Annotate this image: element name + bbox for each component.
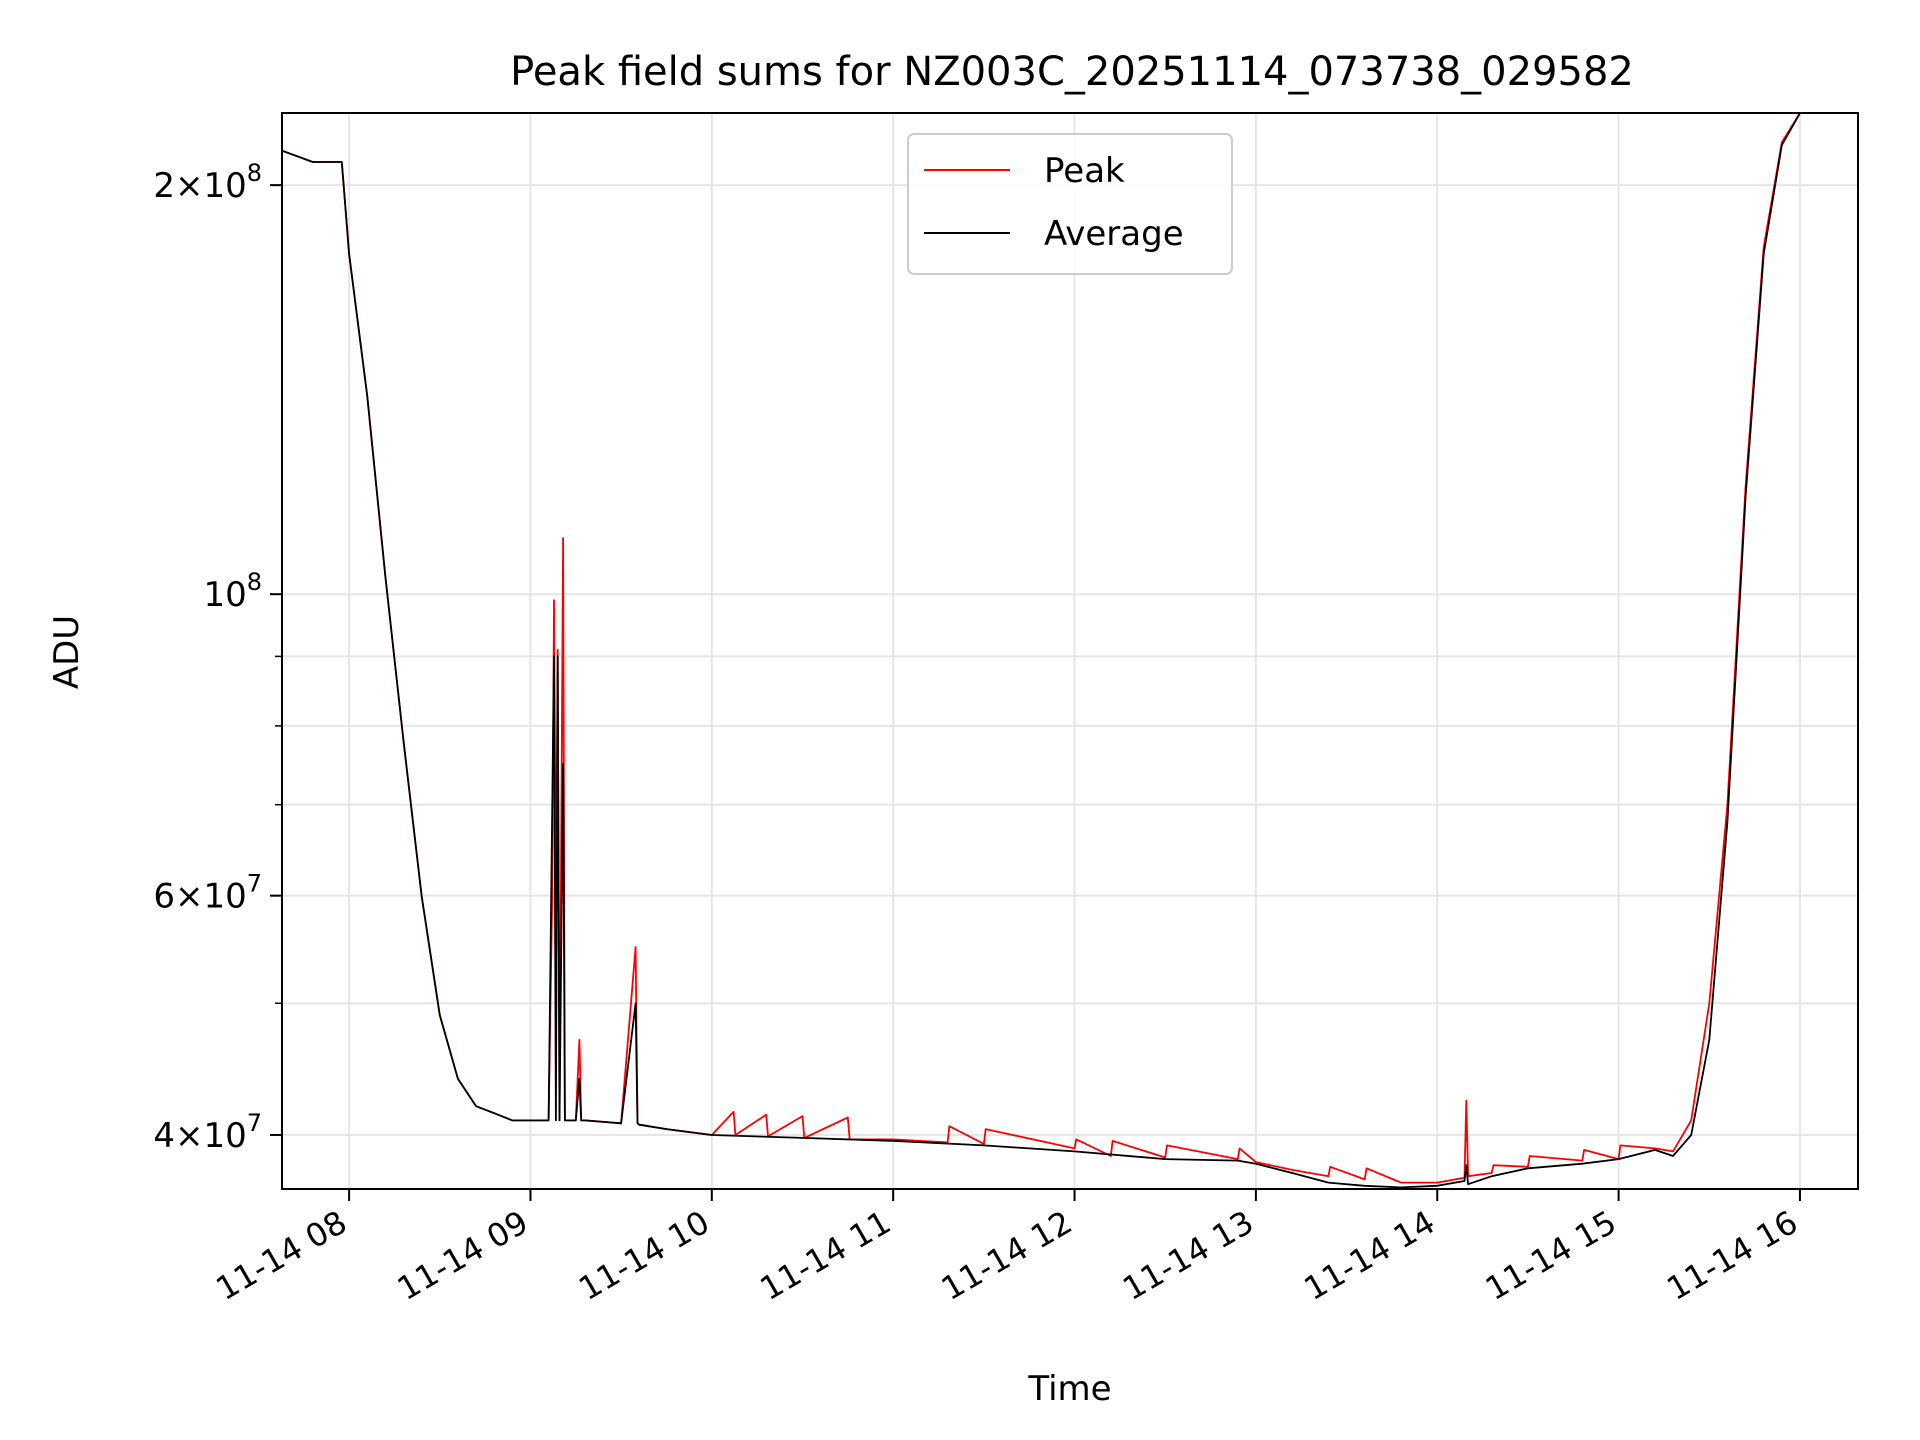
plot-frame (281, 112, 1859, 1190)
legend-average-label: Average (1044, 214, 1184, 254)
y-tick-label: 108 (203, 568, 262, 615)
grid-lines (282, 113, 1858, 1189)
y-tick-label: 4×107 (153, 1109, 262, 1156)
y-axis: 4×107 6×107 108 2×108 (153, 159, 282, 1156)
x-axis-label: Time (1027, 1369, 1111, 1409)
series-line-average (282, 113, 1858, 1189)
series-layer (282, 113, 1858, 1189)
y-tick-label: 6×107 (153, 870, 262, 917)
chart-title: Peak field sums for NZ003C_20251114_0737… (510, 49, 1634, 95)
legend: Peak Average (907, 133, 1233, 275)
y-tick-label: 2×108 (153, 159, 262, 206)
y-axis-label: ADU (47, 615, 87, 689)
legend-peak-label: Peak (1044, 151, 1125, 191)
